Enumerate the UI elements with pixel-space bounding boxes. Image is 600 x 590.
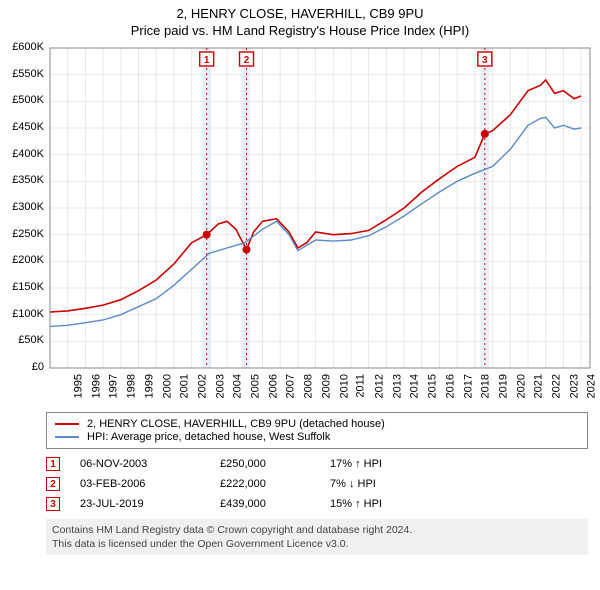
sale-marker-icon: 2 [46, 477, 60, 491]
y-tick-label: £150K [4, 281, 44, 293]
sale-date: 03-FEB-2006 [80, 478, 220, 490]
x-tick-label: 2004 [232, 374, 244, 398]
chart-svg: 1 2 3 [4, 44, 598, 372]
x-tick-label: 2024 [586, 374, 598, 398]
x-tick-label: 1999 [143, 374, 155, 398]
sale-row: 3 23-JUL-2019£439,00015% ↑ HPI [46, 497, 588, 511]
x-tick-label: 2021 [533, 374, 545, 398]
x-tick-label: 2020 [515, 374, 527, 398]
y-tick-label: £50K [4, 334, 44, 346]
title-address: 2, HENRY CLOSE, HAVERHILL, CB9 9PU [0, 6, 600, 21]
sale-row: 1 06-NOV-2003£250,00017% ↑ HPI [46, 457, 588, 471]
legend-box: 2, HENRY CLOSE, HAVERHILL, CB9 9PU (deta… [46, 412, 588, 449]
legend-item: 2, HENRY CLOSE, HAVERHILL, CB9 9PU (deta… [55, 418, 579, 430]
x-tick-label: 2002 [196, 374, 208, 398]
footer-line1: Contains HM Land Registry data © Crown c… [52, 523, 582, 537]
sales-table: 1 06-NOV-2003£250,00017% ↑ HPI 2 03-FEB-200… [46, 457, 588, 511]
y-tick-label: £100K [4, 308, 44, 320]
sale-delta: 7% ↓ HPI [330, 478, 430, 490]
x-tick-label: 2009 [320, 374, 332, 398]
x-tick-label: 2000 [161, 374, 173, 398]
legend-label: HPI: Average price, detached house, West… [87, 431, 330, 443]
x-tick-label: 2014 [409, 374, 421, 398]
y-tick-label: £300K [4, 201, 44, 213]
sale-date: 23-JUL-2019 [80, 498, 220, 510]
sale-marker-icon: 1 [46, 457, 60, 471]
x-tick-label: 2016 [444, 374, 456, 398]
x-tick-label: 2013 [391, 374, 403, 398]
chart-header: 2, HENRY CLOSE, HAVERHILL, CB9 9PU Price… [0, 0, 600, 40]
svg-text:1: 1 [204, 55, 210, 66]
y-tick-label: £600K [4, 41, 44, 53]
x-tick-label: 2019 [497, 374, 509, 398]
y-tick-label: £350K [4, 174, 44, 186]
title-subtitle: Price paid vs. HM Land Registry's House … [0, 23, 600, 38]
svg-text:3: 3 [482, 55, 488, 66]
attribution-footer: Contains HM Land Registry data © Crown c… [46, 519, 588, 555]
x-tick-label: 2008 [303, 374, 315, 398]
x-tick-label: 2018 [480, 374, 492, 398]
y-tick-label: £450K [4, 121, 44, 133]
x-tick-label: 1997 [108, 374, 120, 398]
x-tick-label: 1995 [72, 374, 84, 398]
x-tick-label: 2010 [338, 374, 350, 398]
sale-marker-icon: 3 [46, 497, 60, 511]
y-tick-label: £200K [4, 254, 44, 266]
legend-item: HPI: Average price, detached house, West… [55, 431, 579, 443]
x-tick-label: 2015 [427, 374, 439, 398]
y-tick-label: £550K [4, 68, 44, 80]
x-tick-label: 2017 [462, 374, 474, 398]
sale-price: £439,000 [220, 498, 330, 510]
svg-text:2: 2 [244, 55, 250, 66]
y-tick-label: £0 [4, 361, 44, 373]
sale-price: £250,000 [220, 458, 330, 470]
x-tick-label: 2011 [355, 374, 367, 398]
x-tick-label: 2012 [373, 374, 385, 398]
x-tick-label: 2023 [568, 374, 580, 398]
y-tick-label: £250K [4, 228, 44, 240]
x-tick-label: 2006 [267, 374, 279, 398]
legend-swatch [55, 423, 79, 425]
y-tick-label: £500K [4, 94, 44, 106]
x-tick-label: 2003 [214, 374, 226, 398]
x-tick-label: 2001 [179, 374, 191, 398]
sale-date: 06-NOV-2003 [80, 458, 220, 470]
y-tick-label: £400K [4, 148, 44, 160]
sale-price: £222,000 [220, 478, 330, 490]
legend-label: 2, HENRY CLOSE, HAVERHILL, CB9 9PU (deta… [87, 418, 385, 430]
sale-delta: 15% ↑ HPI [330, 498, 430, 510]
x-tick-label: 2007 [285, 374, 297, 398]
footer-line2: This data is licensed under the Open Gov… [52, 537, 582, 551]
sale-row: 2 03-FEB-2006£222,0007% ↓ HPI [46, 477, 588, 491]
legend-swatch [55, 436, 79, 438]
sale-delta: 17% ↑ HPI [330, 458, 430, 470]
x-tick-label: 2022 [551, 374, 563, 398]
x-tick-label: 1998 [126, 374, 138, 398]
x-tick-label: 2005 [250, 374, 262, 398]
x-tick-label: 1996 [90, 374, 102, 398]
chart-area: 1 2 3 £0 £50K £100K £150K £200K £250K £300K £350K £… [4, 44, 596, 404]
